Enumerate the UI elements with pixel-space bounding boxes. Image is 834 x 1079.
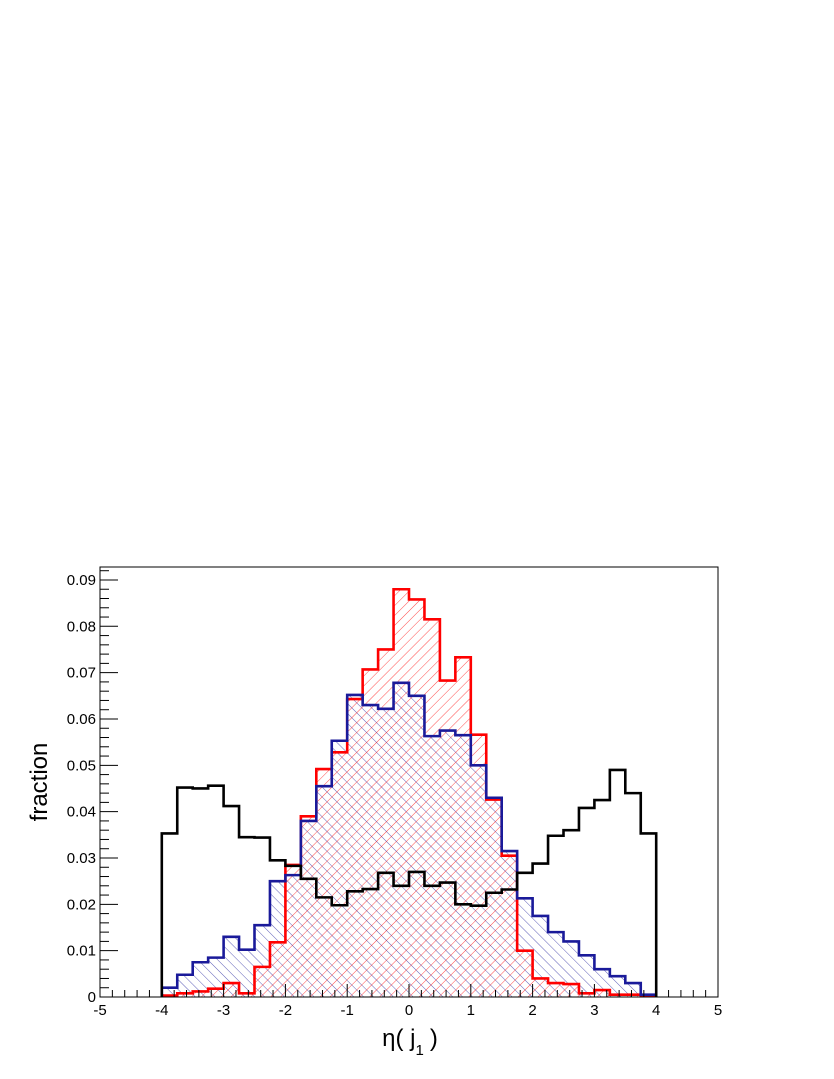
y-tick-label: 0.08 xyxy=(67,618,96,635)
x-tick-label: -4 xyxy=(155,1002,168,1019)
bar xyxy=(208,957,224,997)
x-tick-label: 3 xyxy=(590,1002,598,1019)
bar xyxy=(254,966,270,997)
bar xyxy=(548,983,564,997)
bar xyxy=(439,680,456,997)
bar xyxy=(161,987,178,997)
y-tick-label: 0.06 xyxy=(67,711,96,728)
x-tick-label: -2 xyxy=(279,1002,292,1019)
bar xyxy=(625,793,640,997)
y-tick-label: 0.01 xyxy=(67,943,96,960)
y-tick-label: 0 xyxy=(88,989,96,1006)
y-tick-label: 0.07 xyxy=(67,665,96,682)
x-tick-label: 4 xyxy=(652,1002,660,1019)
outlines xyxy=(160,587,658,997)
bar xyxy=(609,976,626,997)
bar xyxy=(641,833,656,997)
bar xyxy=(177,788,192,997)
bar xyxy=(517,950,533,997)
bar xyxy=(501,855,518,997)
x-axis-title-end: ) xyxy=(430,1025,438,1052)
x-tick-label: 2 xyxy=(528,1002,536,1019)
bar xyxy=(285,864,301,997)
x-tick-label: 0 xyxy=(405,1002,413,1019)
bar xyxy=(239,993,255,997)
y-tick-label: 0.05 xyxy=(67,757,96,774)
bar xyxy=(300,816,317,997)
y-axis-title: fraction xyxy=(26,743,53,822)
fills xyxy=(161,589,657,997)
bar xyxy=(223,983,240,997)
bar xyxy=(532,978,549,997)
bar xyxy=(532,915,549,997)
bar xyxy=(239,949,255,997)
bar xyxy=(162,833,177,997)
histogram-outline xyxy=(160,681,658,997)
y-tick-label: 0.04 xyxy=(67,804,96,821)
bar xyxy=(362,669,379,997)
histogram-outline xyxy=(160,768,658,997)
x-axis-title-sub: 1 xyxy=(416,1042,424,1059)
bar xyxy=(548,932,564,997)
x-tick-label: -3 xyxy=(217,1002,230,1019)
axes: 0 0.01 0.02 0.03 0.04 0.05 0.06 0.07 0.08 0.09 -5 -… xyxy=(67,566,722,1019)
y-tick-label: 0.03 xyxy=(67,850,96,867)
bar xyxy=(192,991,209,997)
bar xyxy=(455,657,471,997)
x-tick-label: 1 xyxy=(467,1002,475,1019)
bar xyxy=(610,770,625,997)
bar xyxy=(594,990,610,997)
x-tick-label: 5 xyxy=(714,1002,722,1019)
bar xyxy=(578,993,595,997)
bar xyxy=(470,734,487,997)
bar xyxy=(378,649,394,997)
bar xyxy=(347,699,363,997)
bar xyxy=(192,962,209,997)
bar xyxy=(563,984,579,997)
bar xyxy=(208,988,224,997)
x-tick-label: -1 xyxy=(341,1002,354,1019)
bar xyxy=(177,993,193,997)
x-axis-title-main: η( j xyxy=(382,1025,415,1052)
bar xyxy=(269,942,286,997)
bar xyxy=(594,800,609,997)
bar xyxy=(177,974,193,997)
y-tick-label: 0.09 xyxy=(67,572,96,589)
x-tick-label: -5 xyxy=(93,1002,106,1019)
bar xyxy=(331,752,348,997)
y-tick-label: 0.02 xyxy=(67,896,96,913)
bar xyxy=(578,955,595,997)
histogram-outline xyxy=(160,587,658,997)
bar xyxy=(424,619,440,997)
bar xyxy=(393,589,409,997)
bar xyxy=(316,769,332,997)
bar xyxy=(486,799,502,997)
x-axis-title: η( j1) xyxy=(382,1025,438,1059)
bar xyxy=(409,599,425,997)
